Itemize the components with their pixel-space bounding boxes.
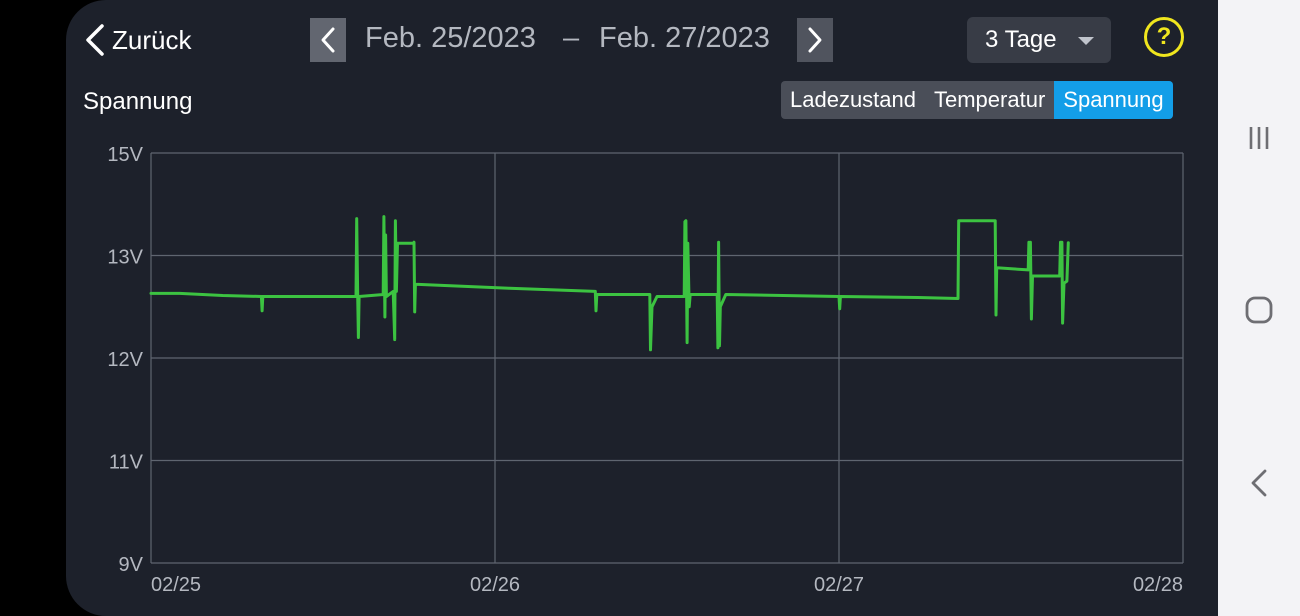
date-range-start: Feb. 25/2023 (365, 22, 536, 54)
chevron-left-icon (321, 27, 335, 53)
range-dropdown[interactable]: 3 Tage (967, 17, 1111, 63)
help-button[interactable]: ? (1144, 17, 1184, 57)
series-line-voltage (149, 215, 1070, 352)
y-tick-label: 15V (107, 144, 143, 166)
previous-range-button[interactable] (310, 18, 346, 62)
home-button[interactable] (1218, 280, 1300, 340)
date-range-separator: – (563, 22, 580, 54)
y-tick-label: 12V (107, 349, 143, 371)
tab-temperatur[interactable]: Temperatur (934, 87, 1046, 112)
next-range-button[interactable] (797, 18, 833, 62)
recent-apps-icon (1249, 127, 1269, 149)
y-tick-label: 13V (107, 247, 143, 269)
recent-apps-button[interactable] (1218, 108, 1300, 168)
back-icon (1251, 469, 1267, 497)
x-tick-label: 02/27 (814, 574, 864, 596)
y-tick-label: 11V (109, 452, 144, 474)
date-range-end: Feb. 27/2023 (599, 22, 770, 54)
help-icon: ? (1156, 23, 1172, 50)
system-back-button[interactable] (1218, 453, 1300, 513)
back-label: Zurück (112, 24, 192, 55)
x-tick-label: 02/26 (470, 574, 520, 596)
x-tick-label: 02/28 (1133, 574, 1183, 596)
chart-title: Spannung (83, 88, 193, 115)
back-button[interactable]: Zurück (84, 18, 191, 62)
tab-spannung[interactable]: Spannung (1054, 81, 1173, 119)
tab-ladezustand[interactable]: Ladezustand (790, 87, 916, 112)
x-tick-label: 02/25 (151, 574, 201, 596)
home-icon (1245, 296, 1273, 324)
voltage-chart: 15V 13V 12V 11V 9V 02/25 02/26 02/27 02/28 (107, 144, 1184, 596)
chevron-left-icon (86, 24, 104, 56)
y-tick-label: 9V (119, 554, 144, 576)
system-navigation-bar (1218, 0, 1300, 616)
chevron-right-icon (808, 27, 822, 53)
range-dropdown-value: 3 Tage (985, 26, 1057, 53)
chart-type-tabs: Ladezustand Temperatur Spannung (781, 81, 1173, 119)
caret-down-icon (1078, 37, 1094, 45)
app-screen: Zurück Feb. 25/2023 – Feb. 27/2023 3 Tag… (66, 0, 1218, 616)
